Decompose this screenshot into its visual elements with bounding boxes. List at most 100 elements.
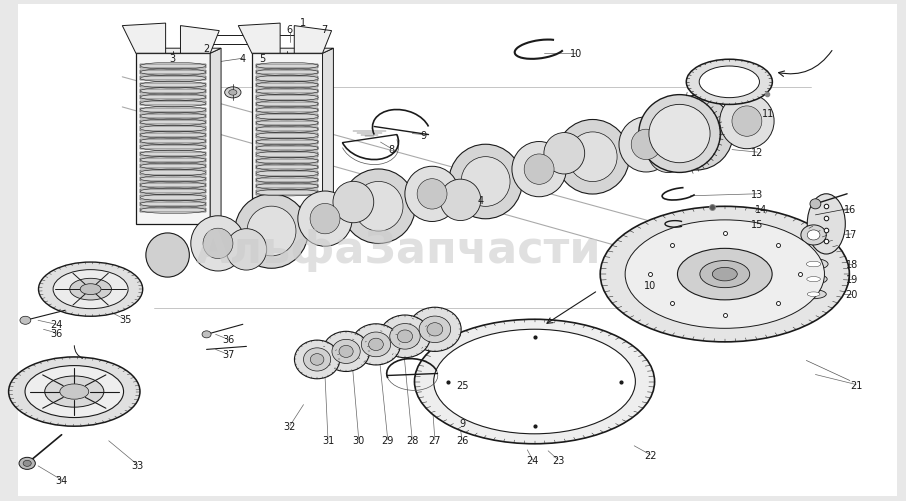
- Bar: [256, 178, 318, 182]
- Ellipse shape: [202, 331, 211, 338]
- Ellipse shape: [810, 199, 821, 209]
- Bar: [140, 133, 206, 138]
- Bar: [140, 165, 206, 169]
- Ellipse shape: [191, 216, 246, 272]
- Ellipse shape: [568, 133, 617, 182]
- Ellipse shape: [60, 384, 89, 399]
- Ellipse shape: [556, 120, 630, 194]
- Bar: [140, 96, 206, 100]
- Ellipse shape: [323, 332, 370, 372]
- Ellipse shape: [203, 229, 233, 259]
- Text: 26: 26: [456, 435, 468, 445]
- Ellipse shape: [625, 220, 824, 329]
- Bar: [140, 208, 206, 213]
- Ellipse shape: [712, 268, 737, 282]
- Bar: [256, 77, 318, 81]
- Bar: [256, 65, 318, 69]
- Text: 16: 16: [843, 204, 856, 214]
- Text: 4: 4: [240, 54, 246, 64]
- Bar: [140, 102, 206, 106]
- Ellipse shape: [405, 167, 459, 222]
- Ellipse shape: [807, 194, 845, 255]
- Text: 20: 20: [845, 290, 858, 300]
- Bar: [140, 108, 206, 113]
- Ellipse shape: [24, 460, 31, 466]
- Bar: [140, 158, 206, 163]
- Polygon shape: [210, 49, 221, 224]
- Ellipse shape: [461, 157, 510, 207]
- Bar: [256, 84, 318, 88]
- Text: 30: 30: [352, 435, 365, 445]
- Ellipse shape: [247, 207, 296, 257]
- Bar: [256, 147, 318, 151]
- Ellipse shape: [417, 179, 447, 209]
- Text: 5: 5: [260, 54, 265, 64]
- Ellipse shape: [544, 133, 584, 175]
- Ellipse shape: [419, 317, 450, 343]
- Text: 31: 31: [322, 435, 334, 445]
- Ellipse shape: [333, 182, 374, 223]
- Text: 19: 19: [845, 275, 858, 285]
- Ellipse shape: [414, 320, 654, 444]
- Polygon shape: [238, 24, 280, 54]
- Ellipse shape: [448, 145, 522, 219]
- Ellipse shape: [235, 194, 308, 269]
- Ellipse shape: [631, 130, 661, 160]
- Text: 8: 8: [389, 144, 394, 154]
- Text: 34: 34: [55, 475, 68, 485]
- Ellipse shape: [342, 170, 415, 244]
- Ellipse shape: [390, 324, 420, 350]
- Text: 11: 11: [762, 109, 775, 119]
- Text: 10: 10: [570, 49, 583, 59]
- Bar: [256, 115, 318, 119]
- Ellipse shape: [304, 348, 331, 371]
- Ellipse shape: [699, 67, 759, 98]
- Bar: [140, 177, 206, 181]
- Ellipse shape: [806, 277, 820, 282]
- Ellipse shape: [44, 376, 104, 407]
- Ellipse shape: [310, 204, 340, 234]
- Text: 36: 36: [50, 328, 63, 338]
- Ellipse shape: [298, 191, 352, 246]
- Ellipse shape: [228, 90, 237, 96]
- Ellipse shape: [380, 316, 430, 358]
- Bar: [256, 121, 318, 126]
- Bar: [140, 71, 206, 75]
- FancyArrowPatch shape: [74, 346, 82, 358]
- Ellipse shape: [310, 354, 324, 366]
- Bar: [140, 127, 206, 131]
- Ellipse shape: [9, 357, 140, 426]
- Ellipse shape: [352, 324, 400, 365]
- Polygon shape: [252, 49, 333, 54]
- Bar: [140, 152, 206, 156]
- Bar: [256, 185, 318, 189]
- Ellipse shape: [600, 207, 850, 342]
- Ellipse shape: [801, 290, 826, 299]
- Text: 15: 15: [751, 219, 764, 229]
- Text: АльфаЗапчасти: АльфаЗапчасти: [196, 229, 602, 272]
- Ellipse shape: [339, 346, 353, 358]
- Text: 18: 18: [845, 260, 858, 270]
- Text: 36: 36: [222, 335, 235, 345]
- Polygon shape: [294, 27, 332, 54]
- Bar: [140, 65, 206, 69]
- Text: 10: 10: [644, 281, 657, 291]
- Bar: [256, 140, 318, 145]
- Ellipse shape: [807, 230, 820, 240]
- Text: 22: 22: [644, 450, 657, 460]
- Bar: [140, 77, 206, 81]
- Ellipse shape: [807, 292, 820, 297]
- Text: 33: 33: [131, 460, 144, 470]
- Text: 25: 25: [456, 380, 468, 390]
- Bar: [256, 109, 318, 113]
- Ellipse shape: [25, 366, 123, 418]
- Text: 9: 9: [459, 418, 465, 428]
- Bar: [140, 140, 206, 144]
- Bar: [140, 90, 206, 94]
- Ellipse shape: [225, 88, 241, 99]
- Text: 12: 12: [751, 148, 764, 158]
- Bar: [256, 172, 318, 176]
- Bar: [256, 191, 318, 195]
- Ellipse shape: [801, 225, 826, 245]
- Bar: [256, 103, 318, 107]
